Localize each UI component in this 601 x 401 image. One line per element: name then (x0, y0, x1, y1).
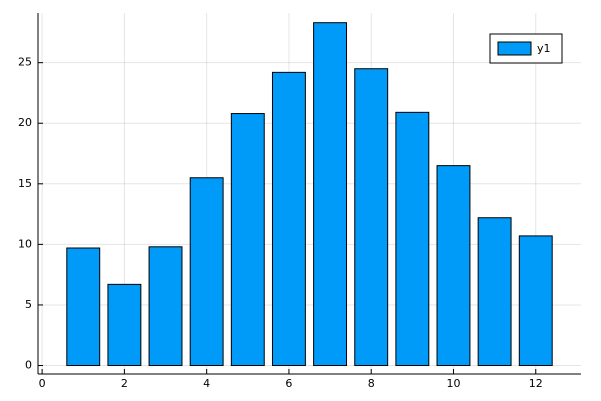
x-tick-label: 4 (203, 377, 210, 390)
y-tick-label: 5 (25, 298, 32, 311)
legend-label: y1 (537, 42, 551, 55)
bar (313, 22, 348, 367)
x-tick-label: 6 (285, 377, 292, 390)
bar (436, 165, 471, 367)
x-tick-label: 8 (368, 377, 375, 390)
y-tick-label: 20 (18, 116, 32, 129)
bar (477, 217, 512, 367)
bar (354, 68, 389, 367)
bar (189, 177, 224, 367)
bar (230, 113, 265, 367)
y-tick-label: 10 (18, 237, 32, 250)
y-tick-label: 15 (18, 177, 32, 190)
y-tick-label: 0 (25, 359, 32, 372)
bar (148, 246, 183, 367)
x-tick-label: 10 (446, 377, 460, 390)
y-tick-label: 25 (18, 56, 32, 69)
bar (395, 111, 430, 367)
legend-swatch (497, 41, 532, 56)
bar (271, 71, 306, 367)
bar (107, 283, 142, 367)
x-tick-label: 12 (529, 377, 543, 390)
x-tick-label: 0 (39, 377, 46, 390)
bar (66, 247, 101, 367)
x-tick-label: 2 (121, 377, 128, 390)
bar (518, 235, 553, 367)
